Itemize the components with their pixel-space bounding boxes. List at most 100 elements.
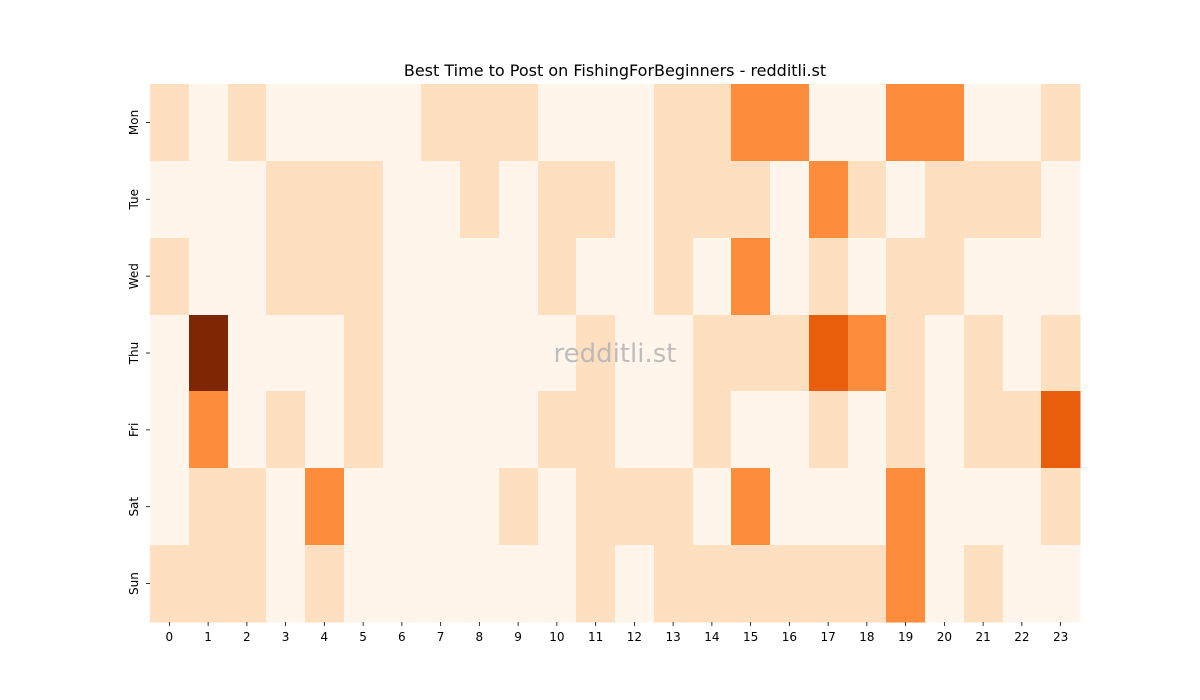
heatmap-cell-tue-17 bbox=[809, 161, 849, 239]
heatmap-cell-fri-21 bbox=[964, 391, 1004, 469]
heatmap-cell-fri-15 bbox=[731, 391, 771, 469]
x-tick-label: 5 bbox=[359, 630, 367, 644]
heatmap-cell-sun-13 bbox=[654, 545, 694, 623]
heatmap-cell-thu-11 bbox=[576, 315, 616, 392]
chart-title: Best Time to Post on FishingForBeginners… bbox=[404, 61, 826, 80]
x-tick-label: 11 bbox=[588, 630, 603, 644]
heatmap-cell-sat-0 bbox=[150, 468, 190, 546]
heatmap-cell-wed-5 bbox=[344, 238, 384, 316]
heatmap-cell-thu-13 bbox=[654, 315, 694, 392]
heatmap-cell-sat-11 bbox=[576, 468, 616, 546]
x-tick-label: 22 bbox=[1014, 630, 1029, 644]
heatmap-cell-sat-4 bbox=[305, 468, 345, 546]
heatmap-cell-tue-9 bbox=[499, 161, 539, 239]
heatmap-cell-wed-16 bbox=[770, 238, 810, 316]
heatmap-cells bbox=[150, 84, 1081, 623]
heatmap-cell-sun-1 bbox=[189, 545, 229, 623]
heatmap-cell-sat-22 bbox=[1003, 468, 1042, 546]
heatmap-cell-wed-21 bbox=[964, 238, 1004, 316]
heatmap-cell-thu-15 bbox=[731, 315, 771, 392]
heatmap-cell-wed-6 bbox=[383, 238, 422, 316]
heatmap-cell-sun-4 bbox=[305, 545, 345, 623]
heatmap-cell-fri-3 bbox=[266, 391, 306, 469]
heatmap-cell-sun-10 bbox=[538, 545, 577, 623]
heatmap-cell-tue-3 bbox=[266, 161, 306, 239]
heatmap-cell-thu-12 bbox=[615, 315, 655, 392]
heatmap-cell-thu-4 bbox=[305, 315, 345, 392]
heatmap-cell-tue-21 bbox=[964, 161, 1004, 239]
x-tick-label: 1 bbox=[204, 630, 212, 644]
heatmap-cell-sun-8 bbox=[460, 545, 500, 623]
heatmap-cell-sat-12 bbox=[615, 468, 655, 546]
y-tick-label: Wed bbox=[127, 263, 141, 289]
y-tick-label: Fri bbox=[127, 423, 141, 437]
x-tick-label: 17 bbox=[820, 630, 835, 644]
heatmap-cell-wed-8 bbox=[460, 238, 500, 316]
heatmap-cell-fri-4 bbox=[305, 391, 345, 469]
heatmap-cell-fri-9 bbox=[499, 391, 539, 469]
heatmap-cell-wed-20 bbox=[925, 238, 965, 316]
heatmap-cell-fri-1 bbox=[189, 391, 229, 469]
heatmap-cell-mon-19 bbox=[886, 84, 926, 162]
heatmap-cell-sat-8 bbox=[460, 468, 500, 546]
x-tick-label: 19 bbox=[898, 630, 913, 644]
heatmap-cell-tue-6 bbox=[383, 161, 422, 239]
heatmap-cell-tue-0 bbox=[150, 161, 190, 239]
heatmap-cell-thu-22 bbox=[1003, 315, 1042, 392]
heatmap-cell-thu-1 bbox=[189, 315, 229, 392]
heatmap-cell-mon-9 bbox=[499, 84, 539, 162]
x-tick-label: 0 bbox=[166, 630, 174, 644]
heatmap-cell-mon-8 bbox=[460, 84, 500, 162]
heatmap-cell-wed-23 bbox=[1041, 238, 1081, 316]
heatmap-cell-tue-4 bbox=[305, 161, 345, 239]
heatmap-cell-fri-14 bbox=[693, 391, 732, 469]
y-tick-label: Sun bbox=[127, 572, 141, 595]
heatmap-cell-mon-23 bbox=[1041, 84, 1081, 162]
heatmap-cell-sun-3 bbox=[266, 545, 306, 623]
heatmap-cell-tue-20 bbox=[925, 161, 965, 239]
heatmap-cell-fri-8 bbox=[460, 391, 500, 469]
heatmap-cell-fri-20 bbox=[925, 391, 965, 469]
heatmap-cell-thu-7 bbox=[421, 315, 461, 392]
heatmap-cell-sun-19 bbox=[886, 545, 926, 623]
heatmap-cell-mon-2 bbox=[228, 84, 267, 162]
heatmap-cell-sat-10 bbox=[538, 468, 577, 546]
x-tick-label: 7 bbox=[437, 630, 445, 644]
heatmap-cell-thu-9 bbox=[499, 315, 539, 392]
y-tick-label: Sat bbox=[127, 497, 141, 517]
heatmap-cell-tue-10 bbox=[538, 161, 577, 239]
heatmap-cell-mon-15 bbox=[731, 84, 771, 162]
heatmap-cell-mon-17 bbox=[809, 84, 849, 162]
heatmap-cell-fri-13 bbox=[654, 391, 694, 469]
heatmap-cell-fri-0 bbox=[150, 391, 190, 469]
heatmap-cell-fri-10 bbox=[538, 391, 577, 469]
y-axis: Mon Tue Wed Thu Fri Sat Sun bbox=[127, 110, 150, 595]
heatmap-cell-thu-17 bbox=[809, 315, 849, 392]
heatmap-cell-wed-12 bbox=[615, 238, 655, 316]
heatmap-cell-mon-5 bbox=[344, 84, 384, 162]
heatmap-cell-mon-22 bbox=[1003, 84, 1042, 162]
heatmap-cell-mon-21 bbox=[964, 84, 1004, 162]
heatmap-cell-tue-15 bbox=[731, 161, 771, 239]
heatmap-cell-tue-5 bbox=[344, 161, 384, 239]
heatmap-cell-wed-9 bbox=[499, 238, 539, 316]
heatmap-cell-fri-16 bbox=[770, 391, 810, 469]
heatmap-cell-sat-15 bbox=[731, 468, 771, 546]
x-tick-label: 21 bbox=[975, 630, 990, 644]
heatmap-cell-thu-5 bbox=[344, 315, 384, 392]
heatmap-cell-thu-6 bbox=[383, 315, 422, 392]
heatmap-cell-mon-14 bbox=[693, 84, 732, 162]
heatmap-cell-sat-5 bbox=[344, 468, 384, 546]
heatmap-cell-fri-22 bbox=[1003, 391, 1042, 469]
heatmap-cell-wed-11 bbox=[576, 238, 616, 316]
heatmap-cell-tue-8 bbox=[460, 161, 500, 239]
heatmap-cell-fri-7 bbox=[421, 391, 461, 469]
heatmap-cell-tue-19 bbox=[886, 161, 926, 239]
heatmap-cell-sun-5 bbox=[344, 545, 384, 623]
heatmap-cell-sun-20 bbox=[925, 545, 965, 623]
heatmap-cell-fri-19 bbox=[886, 391, 926, 469]
x-tick-label: 23 bbox=[1053, 630, 1068, 644]
x-tick-label: 4 bbox=[321, 630, 329, 644]
heatmap-cell-tue-23 bbox=[1041, 161, 1081, 239]
heatmap-cell-sun-0 bbox=[150, 545, 190, 623]
